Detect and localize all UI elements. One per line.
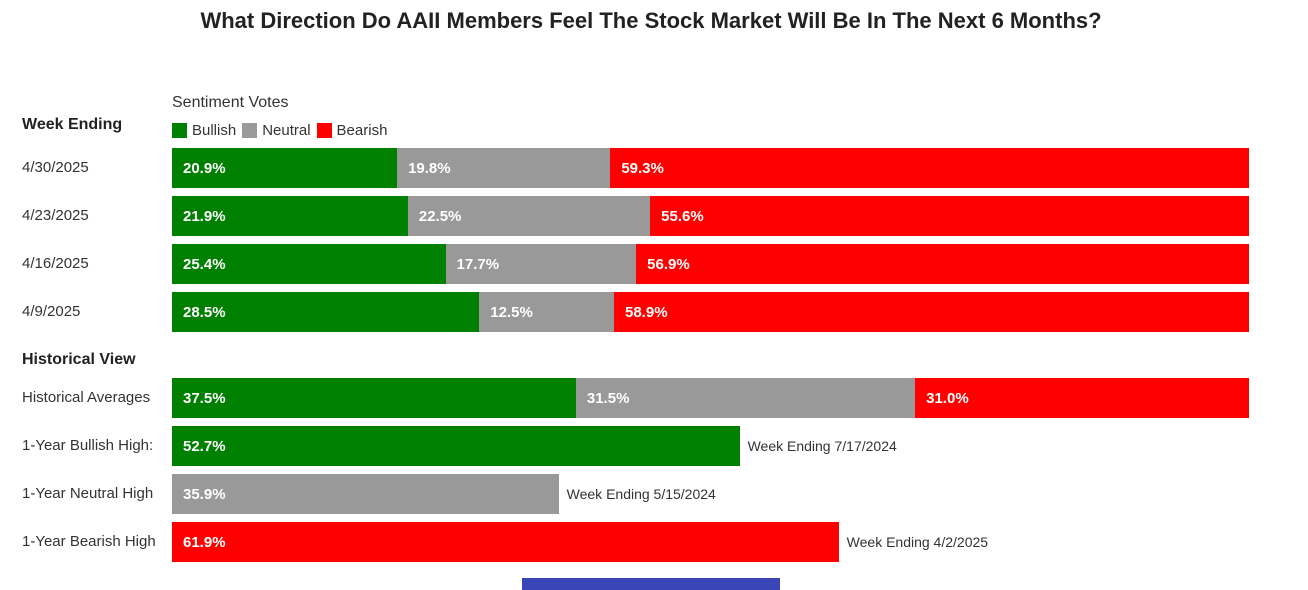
- legend-swatch-bearish: [316, 123, 332, 138]
- bar-neutral-high: 35.9%: [172, 474, 559, 514]
- data-label-neutral-high: 35.9%: [183, 485, 226, 503]
- bar-segment-neutral-week-3: 17.7%: [445, 244, 637, 284]
- row-label-week-4: 4/9/2025: [22, 303, 81, 320]
- data-label-bullish-week-4: 28.5%: [183, 303, 226, 321]
- bar-segment-neutral-week-2: 22.5%: [407, 196, 651, 236]
- note-neutral-high: Week Ending 5/15/2024: [566, 486, 716, 502]
- data-label-bearish-high: 61.9%: [183, 533, 226, 551]
- row-label-week-1: 4/30/2025: [22, 159, 89, 176]
- bar-segment-bullish-high: 52.7%: [172, 426, 740, 466]
- week-ending-header: Week Ending: [22, 116, 123, 133]
- note-bearish-high: Week Ending 4/2/2025: [846, 534, 989, 550]
- legend-label-bullish: Bullish: [192, 122, 237, 139]
- bar-segment-bearish-historical-averages: 31.0%: [915, 378, 1249, 418]
- historical-view-header: Historical View: [22, 351, 136, 368]
- bar-segment-bearish-week-3: 56.9%: [636, 244, 1249, 284]
- legend-item-neutral: Neutral: [242, 122, 311, 139]
- data-label-bearish-week-1: 59.3%: [621, 159, 664, 177]
- data-label-bullish-high: 52.7%: [183, 437, 226, 455]
- data-label-neutral-week-1: 19.8%: [408, 159, 451, 177]
- row-label-historical-averages: Historical Averages: [22, 389, 151, 406]
- bar-segment-bullish-week-3: 25.4%: [172, 244, 446, 284]
- data-label-bullish-week-2: 21.9%: [183, 207, 226, 225]
- legend-label-neutral: Neutral: [262, 122, 311, 139]
- data-label-bearish-week-2: 55.6%: [661, 207, 704, 225]
- bar-segment-neutral-week-1: 19.8%: [397, 148, 611, 188]
- bar-segment-neutral-week-4: 12.5%: [479, 292, 614, 332]
- bar-segment-neutral-high: 35.9%: [172, 474, 559, 514]
- chart-subtitle: Sentiment Votes: [172, 94, 289, 111]
- data-label-bearish-historical-averages: 31.0%: [926, 389, 969, 407]
- row-label-week-2: 4/23/2025: [22, 207, 89, 224]
- data-label-neutral-week-2: 22.5%: [418, 207, 462, 225]
- data-label-bullish-week-3: 25.4%: [183, 255, 226, 273]
- legend-swatch-neutral: [242, 123, 258, 138]
- data-label-bullish-historical-averages: 37.5%: [183, 389, 226, 407]
- bar-segment-bullish-historical-averages: 37.5%: [172, 378, 576, 418]
- row-label-neutral-high: 1-Year Neutral High: [22, 485, 154, 502]
- stacked-bar-week-4: 28.5% 12.5% 58.9%: [172, 292, 1249, 332]
- bar-bearish-high: 61.9%: [172, 522, 839, 562]
- data-label-neutral-week-4: 12.5%: [490, 303, 533, 321]
- bar-bullish-high: 52.7%: [172, 426, 740, 466]
- row-label-bearish-high: 1-Year Bearish High: [22, 533, 156, 550]
- chart-title: What Direction Do AAII Members Feel The …: [200, 8, 1102, 33]
- data-label-bearish-week-3: 56.9%: [647, 255, 690, 273]
- legend-item-bullish: Bullish: [172, 122, 236, 139]
- stacked-bar-week-2: 21.9% 22.5% 55.6%: [172, 196, 1249, 236]
- legend: Bullish Neutral Bearish: [172, 122, 393, 139]
- bar-segment-bullish-week-4: 28.5%: [172, 292, 480, 332]
- note-bullish-high: Week Ending 7/17/2024: [747, 438, 897, 454]
- bar-segment-bearish-high: 61.9%: [172, 522, 839, 562]
- row-label-week-3: 4/16/2025: [22, 255, 89, 272]
- footer-button[interactable]: [522, 578, 780, 590]
- stacked-bar-week-3: 25.4% 17.7% 56.9%: [172, 244, 1249, 284]
- data-label-bullish-week-1: 20.9%: [183, 159, 226, 177]
- legend-item-bearish: Bearish: [316, 122, 388, 139]
- bar-segment-bearish-week-2: 55.6%: [650, 196, 1249, 236]
- legend-swatch-bullish: [172, 123, 187, 138]
- bar-segment-bullish-week-2: 21.9%: [172, 196, 408, 236]
- data-label-bearish-week-4: 58.9%: [625, 303, 668, 321]
- row-label-bullish-high: 1-Year Bullish High:: [22, 437, 154, 454]
- bar-segment-bearish-week-4: 58.9%: [614, 292, 1249, 332]
- data-label-neutral-week-3: 17.7%: [456, 255, 500, 273]
- bar-segment-bullish-week-1: 20.9%: [172, 148, 398, 188]
- legend-label-bearish: Bearish: [336, 122, 388, 139]
- data-label-neutral-historical-averages: 31.5%: [586, 389, 630, 407]
- bar-segment-neutral-historical-averages: 31.5%: [575, 378, 916, 418]
- bar-segment-bearish-week-1: 59.3%: [610, 148, 1249, 188]
- stacked-bar-week-1: 20.9% 19.8% 59.3%: [172, 148, 1249, 188]
- stacked-bar-historical-averages: 37.5% 31.5% 31.0%: [172, 378, 1249, 418]
